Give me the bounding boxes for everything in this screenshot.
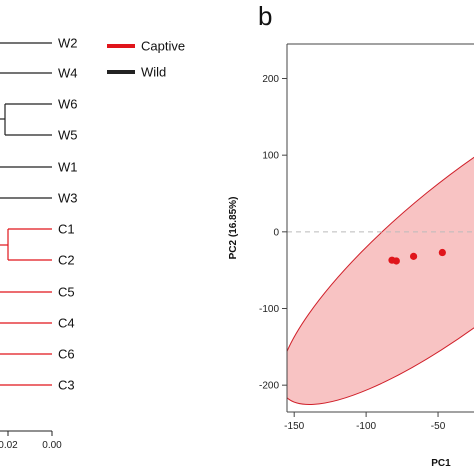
leaf-label-W1: W1 [58, 160, 78, 175]
panel-letter: b [258, 1, 272, 31]
x-tick-label-0: -150 [284, 421, 304, 432]
confidence-ellipse-captive [287, 86, 474, 405]
leaf-label-W5: W5 [58, 128, 78, 143]
scale-tick-label-1: 0.00 [42, 440, 62, 451]
leaf-label-C5: C5 [58, 285, 75, 300]
y-tick-label-1: 100 [262, 151, 279, 162]
ellipse-layer [287, 86, 474, 405]
x-axis-title: PC1 [431, 458, 451, 469]
y-axis-title: PC2 (16.85%) [228, 197, 239, 260]
point-captive-2 [409, 252, 418, 260]
y-tick-label-2: 0 [273, 227, 279, 238]
leaf-label-C4: C4 [58, 316, 75, 331]
legend-label-captive: Captive [141, 39, 185, 54]
y-tick-label-4: -200 [259, 381, 279, 392]
legend-label-wild: Wild [141, 65, 166, 80]
y-tick-label-0: 200 [262, 74, 279, 85]
legend: Captive Wild [107, 39, 185, 80]
leaf-label-C6: C6 [58, 347, 75, 362]
leaf-label-C3: C3 [58, 378, 75, 393]
leaf-label-W4: W4 [58, 66, 78, 81]
y-tick-label-3: -100 [259, 304, 279, 315]
dendrogram-panel: W2 W4 W6 W5 W1 W3 C1 C2 C5 C4 C6 C3 0.02 0.00 [0, 36, 78, 451]
x-tick-label-2: -50 [431, 421, 446, 432]
scale-tick-label-0: 0.02 [0, 440, 18, 451]
point-captive-3 [438, 248, 446, 257]
leaf-label-C1: C1 [58, 222, 75, 237]
x-tick-label-1: -100 [356, 421, 376, 432]
leaf-label-W3: W3 [58, 191, 78, 206]
leaf-label-C2: C2 [58, 253, 75, 268]
point-captive-1 [392, 257, 400, 265]
leaf-label-W6: W6 [58, 97, 78, 112]
leaf-label-W2: W2 [58, 36, 78, 51]
pca-panel: 200 100 0 -100 -200 -150 -100 -50 PC2 (16.85%) PC… [228, 43, 474, 469]
